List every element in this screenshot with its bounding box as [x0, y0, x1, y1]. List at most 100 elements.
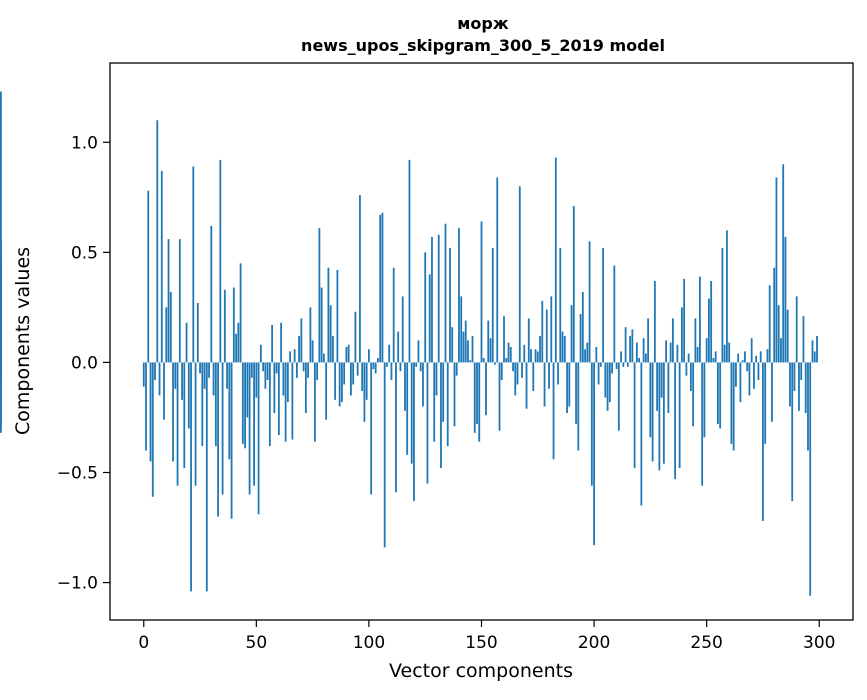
bar: [762, 362, 764, 521]
bar: [262, 362, 264, 372]
bar: [424, 252, 427, 363]
bar: [223, 289, 226, 363]
bar: [199, 362, 201, 374]
bar: [318, 228, 321, 363]
bar: [250, 362, 253, 378]
bar: [455, 362, 458, 376]
bar: [363, 362, 366, 422]
bar: [498, 362, 501, 431]
bar: [352, 362, 355, 385]
bar: [178, 239, 181, 363]
bar: [428, 274, 431, 363]
bar: [586, 342, 589, 363]
bar: [773, 267, 776, 363]
bar: [527, 318, 530, 363]
bar: [608, 362, 611, 403]
bar: [807, 362, 809, 451]
bar: [503, 316, 505, 363]
bar: [719, 362, 722, 429]
bar: [696, 347, 699, 363]
bar: [669, 342, 672, 363]
bar: [406, 362, 409, 455]
bar: [766, 349, 769, 363]
bar: [169, 291, 172, 363]
bar: [381, 212, 384, 363]
bar: [721, 247, 724, 363]
bar: [683, 278, 686, 363]
bar: [291, 362, 294, 440]
bar: [816, 336, 818, 363]
bar: [271, 324, 274, 363]
bar: [354, 311, 357, 363]
bar: [584, 349, 586, 363]
bar: [521, 362, 523, 378]
bar: [622, 362, 625, 367]
bar: [633, 362, 636, 469]
bar: [458, 228, 460, 363]
bar: [809, 362, 812, 596]
bar: [433, 362, 436, 442]
bar: [676, 344, 679, 363]
bar: [543, 362, 546, 407]
bar: [404, 362, 406, 411]
bar: [372, 362, 375, 370]
bar: [275, 362, 278, 374]
bar: [241, 362, 244, 444]
bar: [782, 164, 785, 363]
bar: [446, 362, 449, 447]
bar: [248, 362, 251, 495]
bar: [753, 362, 755, 389]
bar: [703, 362, 706, 438]
bar: [604, 362, 607, 398]
bar: [775, 177, 778, 363]
bar: [635, 342, 638, 363]
bar: [257, 362, 260, 515]
bar: [694, 318, 697, 363]
bar: [798, 362, 800, 411]
bar: [397, 331, 400, 363]
bar: [156, 120, 159, 363]
bar: [320, 287, 323, 363]
bar: [662, 362, 665, 464]
bar: [590, 362, 593, 486]
bar: [726, 230, 728, 363]
bar: [644, 353, 647, 363]
bar: [237, 322, 240, 363]
bar: [629, 336, 631, 363]
bar: [536, 351, 539, 363]
bar: [469, 360, 472, 363]
bar: [667, 362, 670, 414]
bar: [656, 362, 659, 411]
bar: [599, 362, 602, 367]
bar: [523, 344, 526, 363]
bar: [744, 351, 746, 363]
chart-subtitle: news_upos_skipgram_300_5_2019 model: [301, 36, 665, 55]
bar: [295, 362, 298, 378]
bar: [359, 195, 361, 363]
bar: [494, 362, 496, 365]
bar: [221, 362, 224, 495]
bar: [280, 322, 283, 363]
bar: [365, 362, 368, 400]
bar: [415, 362, 418, 367]
y-tick-label: −0.5: [57, 463, 98, 483]
bar: [435, 362, 438, 396]
bar: [374, 362, 377, 374]
bar: [534, 349, 537, 363]
bar: [482, 358, 485, 363]
bar: [230, 362, 233, 519]
x-tick-label: 50: [246, 633, 268, 653]
bar: [410, 362, 413, 464]
bar: [190, 362, 192, 592]
bar: [417, 340, 420, 363]
bar: [300, 318, 303, 363]
bar: [341, 362, 343, 403]
y-tick-label: 0.5: [71, 243, 98, 263]
y-tick-label: −1.0: [57, 574, 98, 594]
bar: [485, 362, 487, 416]
bar: [151, 362, 154, 497]
bar: [487, 320, 490, 363]
bar: [345, 347, 348, 363]
bar: [268, 362, 271, 447]
